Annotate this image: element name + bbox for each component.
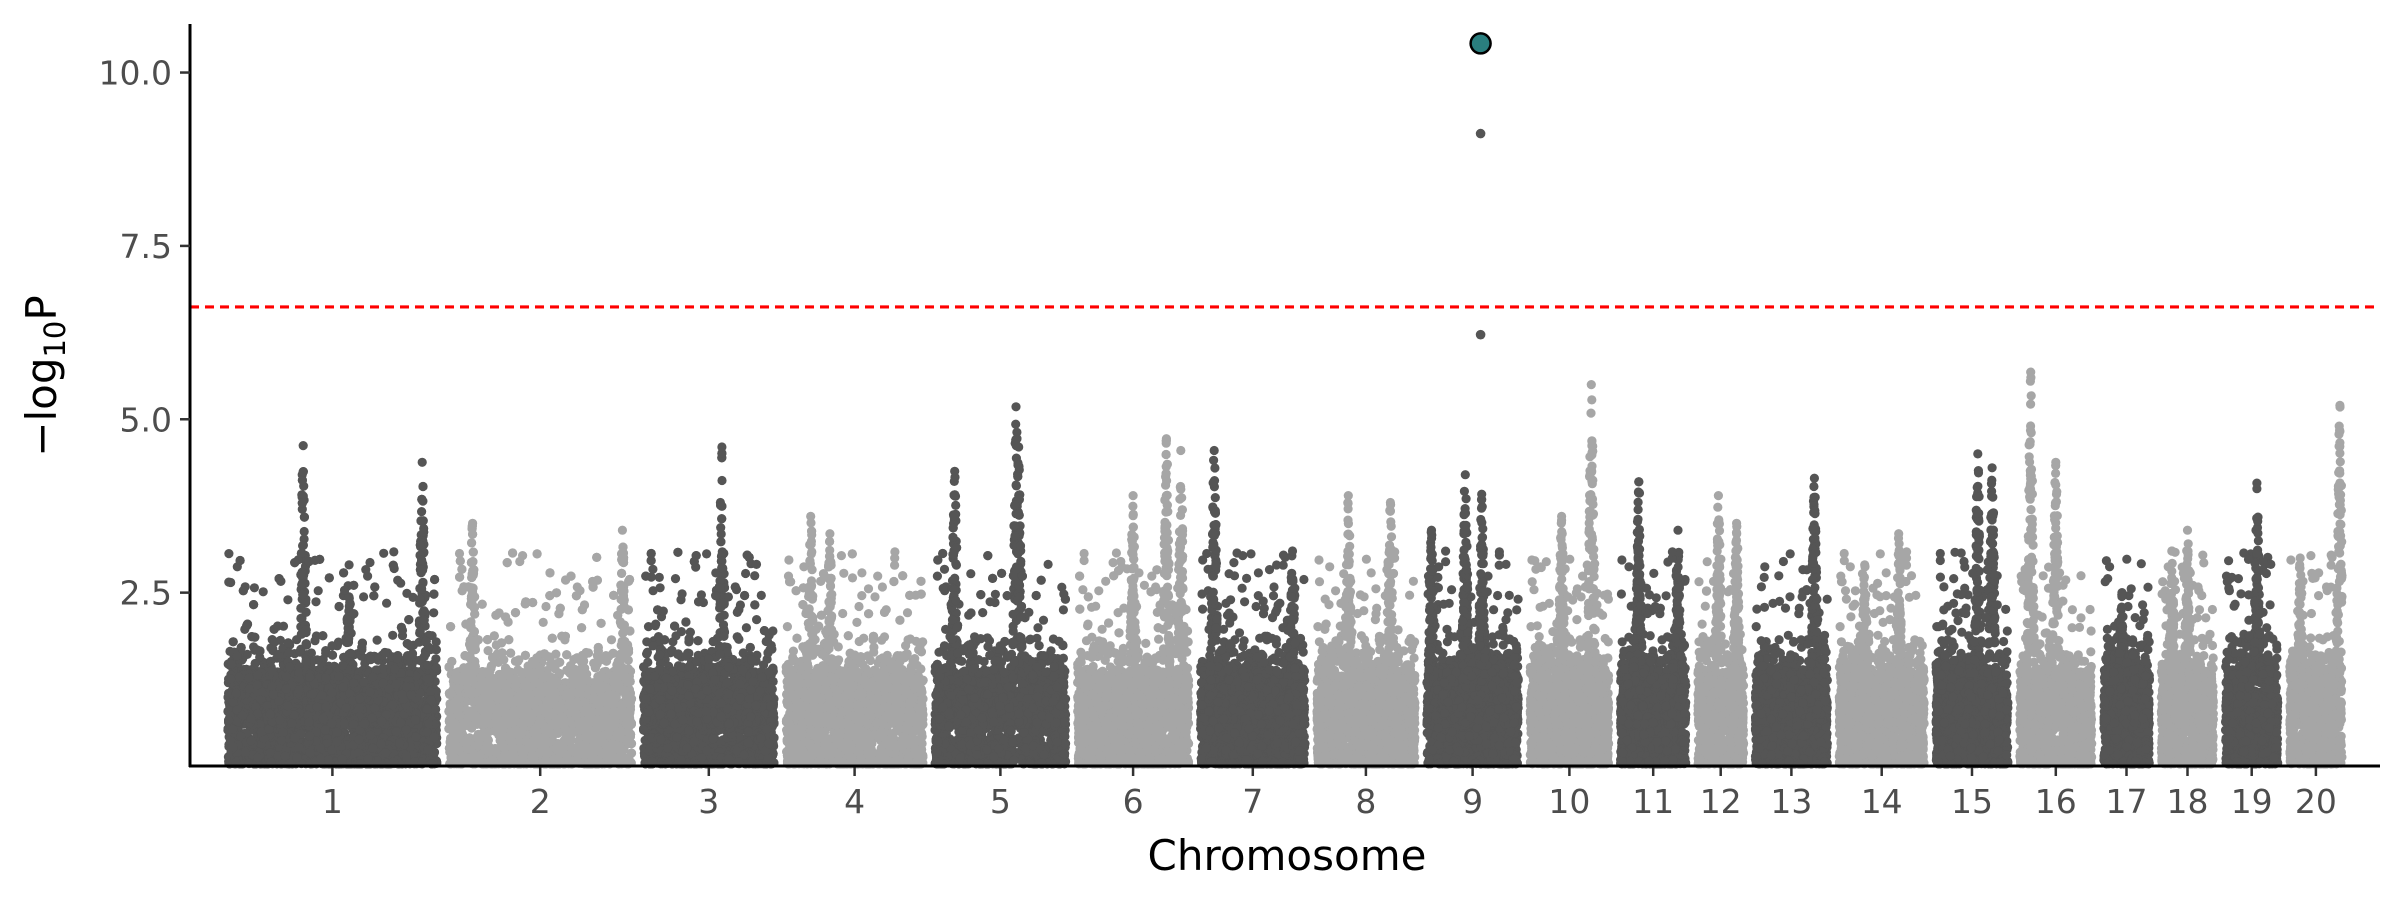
- snp-point: [411, 732, 420, 741]
- snp-point: [296, 646, 305, 655]
- snp-point: [229, 637, 238, 646]
- snp-point: [259, 587, 268, 596]
- snp-point: [232, 651, 241, 660]
- snp-point: [250, 583, 259, 592]
- snp-point: [417, 507, 426, 516]
- snp-point: [239, 586, 248, 595]
- snp-point: [290, 558, 299, 567]
- snp-point: [283, 595, 292, 604]
- snp-point: [359, 592, 368, 601]
- snp-point: [389, 561, 398, 570]
- snp-point: [369, 591, 378, 600]
- snp-point: [224, 549, 233, 558]
- snp-point: [276, 577, 285, 586]
- snp-point: [249, 600, 258, 609]
- snp-point: [382, 599, 391, 608]
- snp-point: [349, 581, 358, 590]
- snp-point: [429, 590, 438, 599]
- snp-point: [242, 621, 251, 630]
- snp-point: [284, 648, 293, 657]
- snp-point: [297, 630, 306, 639]
- snp-point: [420, 615, 429, 624]
- snp-point: [236, 556, 245, 565]
- snp-point: [227, 660, 236, 669]
- snp-point: [339, 568, 348, 577]
- chromosome-1-points: [223, 441, 441, 769]
- snp-point: [393, 576, 402, 585]
- snp-point: [297, 490, 306, 499]
- snp-point: [416, 627, 425, 636]
- snp-point: [361, 565, 370, 574]
- snp-point: [429, 608, 438, 617]
- snp-point: [416, 516, 425, 525]
- snp-point: [314, 586, 323, 595]
- snp-point: [255, 646, 264, 655]
- snp-point: [379, 549, 388, 558]
- snp-point: [357, 643, 366, 652]
- snp-point: [389, 547, 398, 556]
- snp-point: [417, 495, 426, 504]
- snp-point: [418, 482, 427, 491]
- snp-point: [408, 649, 417, 658]
- snp-point: [427, 696, 436, 705]
- snp-point: [300, 513, 309, 522]
- data-points: [223, 368, 2346, 769]
- snp-point: [311, 597, 320, 606]
- snp-point: [328, 651, 337, 660]
- snp-point: [298, 541, 307, 550]
- snp-point: [328, 641, 337, 650]
- snp-point: [298, 476, 307, 485]
- snp-point: [318, 631, 327, 640]
- snp-point: [417, 556, 426, 565]
- snp-point: [432, 663, 441, 672]
- snp-point: [373, 636, 382, 645]
- snp-point: [270, 637, 279, 646]
- snp-point: [325, 573, 334, 582]
- snp-point: [284, 638, 293, 647]
- snp-point: [404, 615, 413, 624]
- snp-point: [430, 575, 439, 584]
- snp-point: [310, 636, 319, 645]
- snp-point: [224, 578, 233, 587]
- snp-point: [299, 467, 308, 476]
- snp-point: [402, 589, 411, 598]
- snp-point: [298, 590, 307, 599]
- snp-point: [388, 631, 397, 640]
- snp-point: [426, 687, 435, 696]
- snp-point: [302, 657, 311, 666]
- snp-point: [298, 579, 307, 588]
